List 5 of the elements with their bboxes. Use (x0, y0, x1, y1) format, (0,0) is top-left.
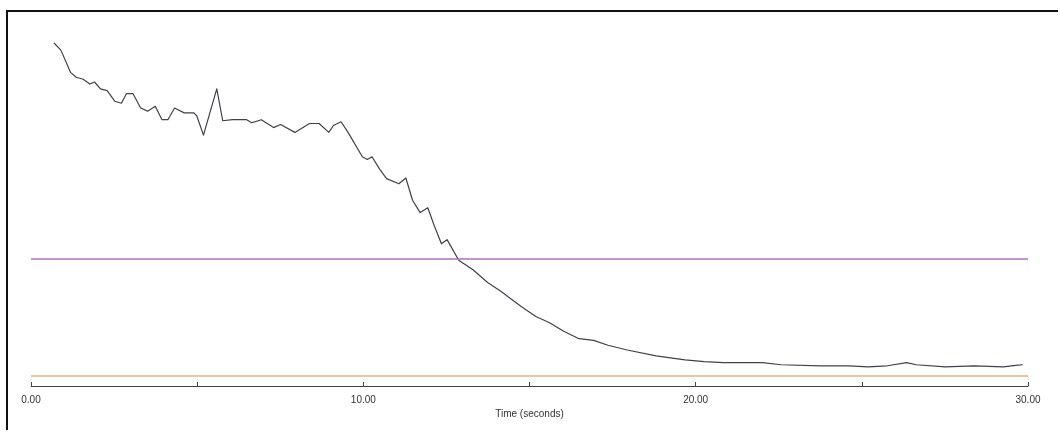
x-tick-label: 20.00 (683, 393, 709, 405)
x-tick-label: 30.00 (1015, 393, 1041, 405)
x-tick-label: 0.00 (21, 393, 42, 405)
x-tick-label: 10.00 (350, 393, 377, 405)
x-axis-title: Time (seconds) (495, 408, 564, 420)
